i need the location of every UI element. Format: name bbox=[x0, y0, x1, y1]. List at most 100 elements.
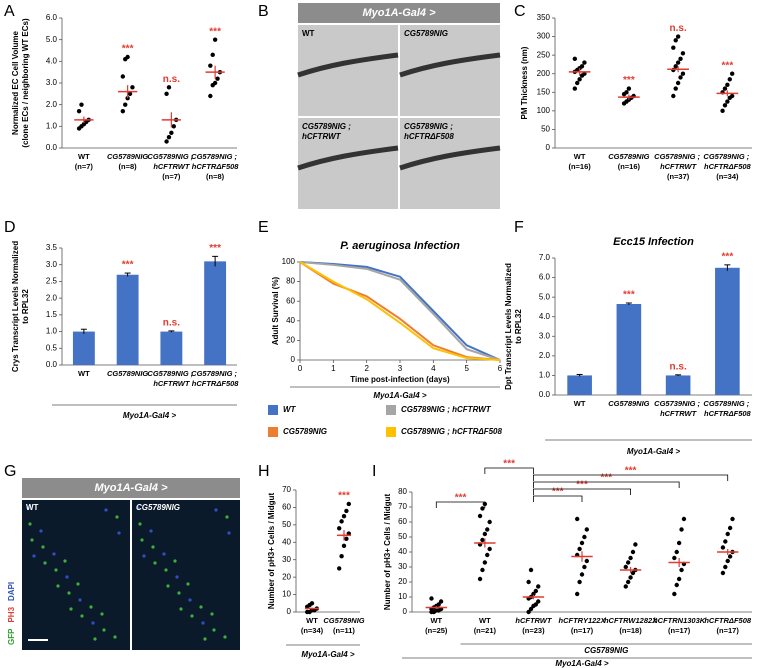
data-point bbox=[680, 51, 686, 56]
image-header bbox=[298, 3, 500, 23]
data-point bbox=[337, 526, 342, 531]
y-tick-label: 0 bbox=[287, 607, 292, 616]
data-point bbox=[575, 80, 580, 86]
x-tick-label: CG5739NIG ; hCFTRWT bbox=[654, 399, 702, 418]
cell bbox=[227, 531, 231, 535]
data-point bbox=[123, 102, 128, 107]
y-axis-label: (clone ECs / neighboring WT ECs) bbox=[21, 18, 30, 148]
data-point bbox=[675, 80, 681, 86]
data-point bbox=[672, 591, 677, 597]
data-point bbox=[628, 575, 633, 580]
cell bbox=[164, 568, 168, 572]
significance-label: n.s. bbox=[163, 74, 180, 85]
data-point bbox=[208, 93, 213, 99]
cell bbox=[100, 612, 104, 616]
data-point bbox=[575, 591, 580, 597]
y-tick-label: 5.0 bbox=[539, 292, 551, 301]
y-tick-label: 20 bbox=[286, 336, 295, 345]
series-line bbox=[299, 261, 501, 361]
x-tick-label: 1 bbox=[331, 364, 336, 373]
bar bbox=[72, 331, 95, 365]
n-label: (n=37) bbox=[667, 172, 690, 181]
y-axis-label: to RPL32 bbox=[514, 309, 523, 344]
data-point bbox=[725, 531, 730, 537]
y-tick-label: 80 bbox=[286, 277, 295, 286]
y-tick-label: 1.0 bbox=[46, 121, 58, 130]
cell bbox=[91, 621, 95, 625]
image-header-label: Myo1A-Gal4 > bbox=[362, 7, 436, 19]
membrane bbox=[399, 52, 501, 78]
data-point bbox=[723, 539, 728, 544]
cell bbox=[214, 508, 218, 512]
data-point bbox=[725, 82, 730, 88]
cell bbox=[190, 614, 194, 618]
data-point bbox=[623, 584, 628, 589]
data-point bbox=[630, 549, 636, 555]
panel-letter: G bbox=[4, 463, 16, 480]
data-point bbox=[624, 90, 629, 95]
y-tick-label: 30 bbox=[398, 562, 407, 571]
legend-label: CG5789NIG ; hCFTRΔF508 bbox=[401, 427, 503, 436]
data-point bbox=[208, 63, 213, 68]
x-tick-label: CG5789NIG ; hCFTRWT bbox=[147, 152, 195, 171]
data-point bbox=[725, 99, 730, 104]
y-tick-label: 60 bbox=[398, 517, 407, 526]
data-point bbox=[727, 554, 733, 559]
x-tick-label: WT bbox=[430, 616, 442, 625]
data-point bbox=[722, 103, 728, 108]
data-point bbox=[720, 570, 726, 576]
n-label: (n=7) bbox=[75, 162, 94, 171]
data-point bbox=[164, 139, 169, 144]
comparison-label: *** bbox=[625, 466, 637, 477]
comparison-label: *** bbox=[503, 459, 515, 470]
comparison-label: *** bbox=[455, 493, 467, 504]
data-point bbox=[344, 508, 349, 514]
significance-label: *** bbox=[722, 60, 734, 71]
y-axis-label: Adult Survival (%) bbox=[271, 276, 280, 345]
y-tick-label: 80 bbox=[398, 487, 407, 496]
series-line bbox=[299, 261, 501, 361]
series-line bbox=[299, 261, 501, 361]
y-tick-label: 50 bbox=[282, 520, 291, 529]
y-tick-label: 3.0 bbox=[46, 260, 58, 269]
panel-letter: F bbox=[514, 219, 524, 236]
y-tick-label: 4.0 bbox=[46, 56, 58, 65]
y-tick-label: 20 bbox=[282, 572, 291, 581]
quadrant-label: CG5789NIG bbox=[404, 29, 448, 38]
data-point bbox=[344, 536, 349, 541]
y-tick-label: 2.0 bbox=[539, 351, 551, 360]
data-point bbox=[171, 124, 176, 129]
data-point bbox=[526, 609, 531, 615]
cell bbox=[56, 584, 60, 588]
data-point bbox=[482, 560, 488, 565]
y-tick-label: 0.5 bbox=[46, 343, 58, 352]
y-axis-label: Number of pH3+ Cells / Midgut bbox=[383, 494, 392, 611]
y-tick-label: 30 bbox=[282, 555, 291, 564]
y-tick-label: 70 bbox=[398, 502, 407, 511]
x-tick-label: WT bbox=[78, 369, 90, 378]
y-tick-label: 0 bbox=[546, 143, 551, 152]
y-tick-label: 200 bbox=[537, 69, 551, 78]
data-point bbox=[584, 558, 589, 564]
y-axis-label: PM Thickness (nm) bbox=[520, 46, 529, 119]
comparison-bracket bbox=[533, 488, 631, 495]
y-tick-label: 350 bbox=[537, 13, 551, 22]
data-point bbox=[727, 77, 732, 82]
data-point bbox=[582, 534, 587, 540]
data-point bbox=[626, 86, 632, 91]
data-point bbox=[633, 542, 638, 547]
quadrant-label: CG5789NIG ; hCFTRΔF508 bbox=[404, 122, 455, 141]
y-tick-label: 0.0 bbox=[46, 143, 58, 152]
cell bbox=[63, 559, 67, 563]
y-axis-label: Crys Transcript Levels Normalized bbox=[11, 241, 20, 372]
membrane bbox=[297, 145, 399, 171]
cell bbox=[166, 584, 170, 588]
data-point bbox=[625, 560, 631, 565]
cell bbox=[67, 591, 71, 595]
cell bbox=[153, 561, 157, 565]
quadrant-label: CG5789NIG bbox=[136, 503, 180, 512]
x-tick-label: CG5789NIG bbox=[107, 369, 148, 378]
data-point bbox=[436, 602, 441, 607]
bar bbox=[204, 261, 227, 365]
